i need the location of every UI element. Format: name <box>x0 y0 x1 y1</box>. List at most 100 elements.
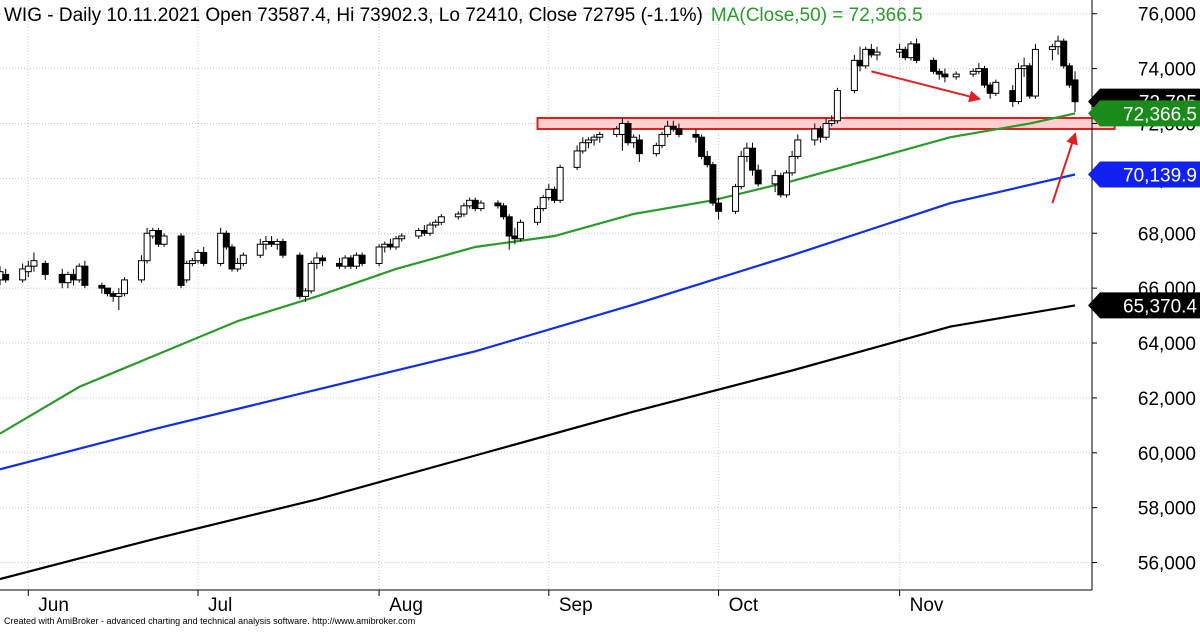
candle-up <box>477 202 485 210</box>
candle-up <box>19 268 27 281</box>
candle-down <box>2 273 10 281</box>
candle-up <box>160 235 168 245</box>
value-label: 72,366.5 <box>1123 104 1197 125</box>
candle-up <box>273 240 281 245</box>
candle-up <box>658 133 666 146</box>
candle-up <box>426 224 434 234</box>
candle-up <box>460 205 468 215</box>
candle-up <box>432 221 440 226</box>
candle-up <box>1048 46 1056 50</box>
candle-down <box>511 235 519 240</box>
candle-down <box>41 262 49 275</box>
candle-up <box>771 175 779 185</box>
candle-up <box>969 70 977 75</box>
ma-line-ma100 <box>0 173 1076 471</box>
candles <box>0 35 1079 311</box>
candle-up <box>590 136 598 141</box>
candle-up <box>392 238 400 248</box>
candle-down <box>104 287 112 295</box>
candle-down <box>675 128 683 135</box>
candle-up <box>188 260 196 264</box>
candle-down <box>754 169 762 185</box>
value-label-bg <box>1088 161 1200 188</box>
candle-up <box>822 122 830 138</box>
candle-down <box>494 202 502 207</box>
candle-down <box>358 254 366 264</box>
candle-up <box>437 216 445 223</box>
footer-credit: Created with AmiBroker - advanced charti… <box>4 616 416 626</box>
y-tick-label: 58,000 <box>1138 499 1196 520</box>
candle-up <box>307 262 315 292</box>
candle-down <box>70 273 78 281</box>
candle-up <box>545 188 553 199</box>
candle-down <box>550 188 558 201</box>
value-label: 70,139.9 <box>1123 166 1197 187</box>
candle-up <box>120 279 128 295</box>
candle-up <box>517 221 525 240</box>
candle-up <box>743 147 751 157</box>
x-tick-label-oct: Oct <box>729 595 759 616</box>
candle-down <box>901 48 909 59</box>
candle-up <box>850 59 858 92</box>
arrow-down <box>871 70 982 103</box>
y-tick-label: 62,000 <box>1138 389 1196 410</box>
candle-up <box>398 235 406 240</box>
x-tick-label-jun: Jun <box>38 595 69 616</box>
candle-up <box>573 150 581 168</box>
candle-down <box>1026 65 1034 97</box>
candle-down <box>980 68 988 86</box>
chart-title: WIG - Daily 10.11.2021 Open 73587.4, Hi … <box>4 5 703 26</box>
candle-down <box>703 155 711 166</box>
candle-down <box>1009 90 1017 103</box>
candle-up <box>833 90 841 122</box>
candle-down <box>1060 40 1068 67</box>
candle-up <box>828 120 836 124</box>
candle-up <box>1020 65 1028 70</box>
candle-up <box>454 213 462 218</box>
candle-down <box>347 257 355 267</box>
candle-down <box>1065 65 1073 86</box>
candle-up <box>30 260 38 267</box>
candle-down <box>319 257 327 262</box>
candle-up <box>137 260 145 281</box>
candle-down <box>1071 79 1079 103</box>
arrow-up <box>1051 132 1078 204</box>
candle-down <box>386 243 394 248</box>
candle-up <box>664 125 672 135</box>
y-tick-label: 64,000 <box>1138 334 1196 355</box>
candle-down <box>81 265 89 286</box>
candle-up <box>992 81 1000 94</box>
candle-up <box>302 290 310 297</box>
candle-up <box>1014 68 1022 103</box>
x-tick-label-sep: Sep <box>559 595 593 616</box>
candle-up <box>556 166 564 201</box>
candle-up <box>737 155 745 188</box>
candle-down <box>335 262 343 267</box>
candle-up <box>75 265 83 281</box>
candle-up <box>584 139 592 144</box>
candle-up <box>183 262 191 281</box>
x-tick-label-jul: Jul <box>208 595 232 616</box>
candle-up <box>341 257 349 267</box>
candle-up <box>194 251 202 262</box>
candle-up <box>115 293 123 297</box>
value-label-bg <box>1088 292 1200 319</box>
candle-up <box>613 128 621 135</box>
candle-down <box>749 147 757 171</box>
candle-down <box>154 230 162 245</box>
ma-line-ma-close-50- <box>0 112 1076 435</box>
candle-up <box>579 142 587 152</box>
candle-down <box>816 128 824 138</box>
candle-down <box>177 235 185 286</box>
candle-down <box>715 202 723 212</box>
candle-up <box>466 199 474 207</box>
x-tick-label-aug: Aug <box>389 595 423 616</box>
candle-up <box>952 73 960 78</box>
candle-up <box>256 243 264 256</box>
candle-up <box>811 128 819 141</box>
grid <box>0 0 1092 590</box>
candle-up <box>794 139 802 157</box>
candle-up <box>381 243 389 248</box>
